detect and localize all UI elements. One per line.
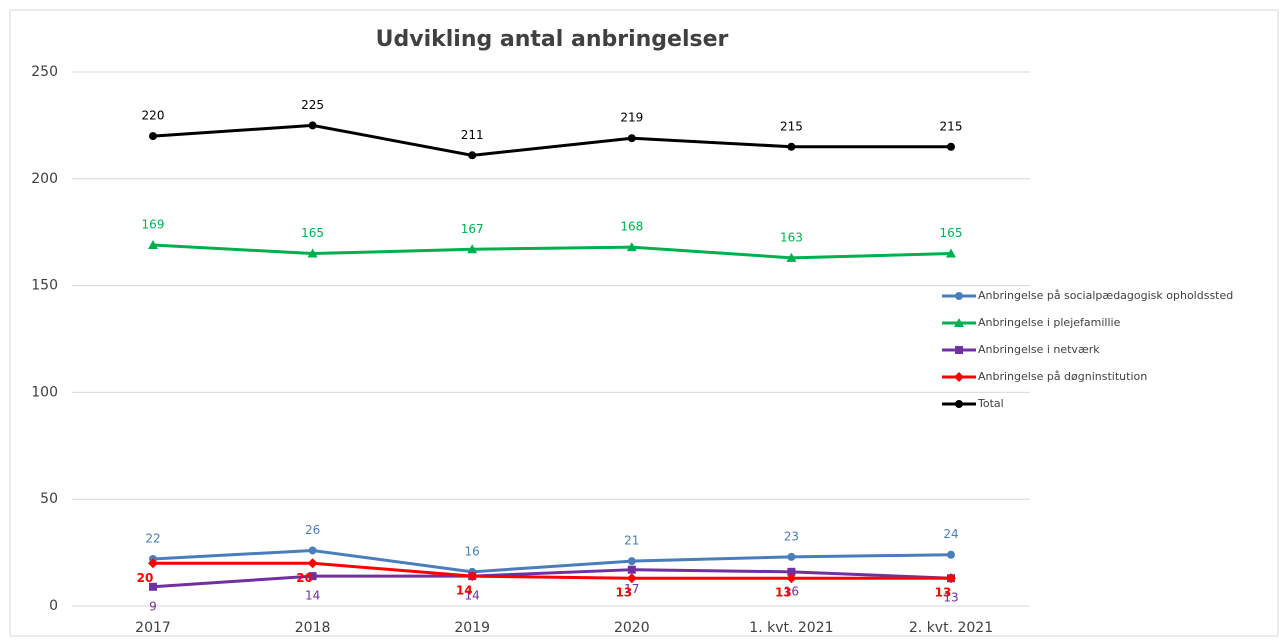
data-point [627, 565, 636, 574]
data-label: 17 [624, 582, 639, 596]
data-point [787, 142, 796, 151]
data-point [307, 248, 318, 258]
y-tick-label: 100 [31, 384, 58, 400]
data-point [627, 134, 636, 143]
data-label: 168 [620, 220, 643, 234]
data-label: 13 [943, 591, 958, 605]
data-label: 16 [465, 544, 480, 558]
x-tick-label: 1. kvt. 2021 [749, 620, 833, 636]
data-label: 24 [943, 527, 958, 541]
y-tick-label: 150 [31, 278, 58, 294]
data-point [947, 550, 955, 559]
data-point [626, 573, 637, 584]
legend-marker [955, 400, 963, 408]
x-tick-label: 2019 [454, 620, 490, 636]
data-label: 167 [461, 222, 484, 236]
x-tick-label: 2017 [135, 620, 171, 636]
data-point [787, 567, 796, 576]
data-point [786, 573, 797, 584]
series-line [152, 548, 952, 574]
data-label: 20 [296, 571, 313, 585]
data-label: 225 [301, 98, 324, 112]
data-point [946, 248, 956, 258]
legend-marker [954, 372, 964, 382]
data-label: 16 [784, 584, 799, 598]
data-label: 165 [301, 226, 324, 240]
series-line [152, 123, 951, 157]
series-line [153, 561, 951, 580]
data-label: 163 [780, 230, 803, 244]
series-line [152, 568, 952, 589]
data-label: 14 [456, 584, 473, 598]
legend-marker [955, 346, 963, 354]
legend-label: Anbringelse på døgninstitution [978, 370, 1147, 383]
data-label: 14 [465, 589, 480, 603]
legend-label: Anbringelse i netværk [978, 343, 1100, 356]
data-label: 23 [784, 529, 799, 543]
y-tick-label: 200 [31, 171, 58, 187]
data-point [947, 142, 955, 151]
data-label: 22 [145, 532, 160, 546]
data-point [149, 132, 157, 141]
legend-label: Anbringelse på socialpædagogisk opholdss… [978, 289, 1233, 302]
data-point [627, 557, 636, 566]
data-label: 219 [620, 111, 643, 125]
data-point [149, 582, 157, 591]
data-label: 13 [615, 586, 632, 600]
legend-marker [954, 318, 964, 327]
data-label: 169 [142, 218, 165, 232]
x-tick-label: 2018 [295, 620, 331, 636]
data-point [786, 252, 797, 262]
data-point [626, 242, 637, 252]
data-label: 21 [624, 534, 639, 548]
y-tick-label: 250 [31, 64, 58, 80]
y-tick-label: 50 [40, 491, 58, 507]
data-label: 13 [775, 586, 792, 600]
data-point [148, 558, 158, 569]
data-point [308, 121, 317, 130]
data-label: 211 [461, 128, 484, 142]
data-label: 9 [149, 599, 157, 613]
data-point [148, 240, 158, 250]
legend-label: Total [977, 397, 1004, 410]
x-tick-label: 2. kvt. 2021 [909, 620, 993, 636]
data-point [307, 558, 318, 569]
data-label: 26 [305, 523, 320, 537]
data-point [308, 572, 317, 581]
data-label: 14 [305, 589, 320, 603]
legend-marker [955, 292, 963, 300]
data-point [308, 546, 317, 555]
data-label: 215 [780, 119, 803, 133]
x-tick-label: 2020 [614, 620, 650, 636]
data-label: 13 [935, 586, 952, 600]
chart-frame [9, 9, 1279, 637]
data-point [468, 151, 477, 160]
data-point [467, 571, 478, 582]
data-point [787, 552, 796, 561]
data-label: 220 [142, 109, 165, 123]
y-tick-label: 0 [49, 598, 58, 614]
legend-label: Anbringelse i plejefamillie [978, 316, 1121, 329]
data-point [946, 573, 956, 584]
data-point [467, 244, 478, 254]
data-label: 215 [940, 119, 963, 133]
series-line [152, 243, 952, 260]
data-label: 20 [137, 571, 154, 585]
data-label: 165 [940, 226, 963, 240]
chart-title: Udvikling antal anbringelser [376, 27, 729, 52]
